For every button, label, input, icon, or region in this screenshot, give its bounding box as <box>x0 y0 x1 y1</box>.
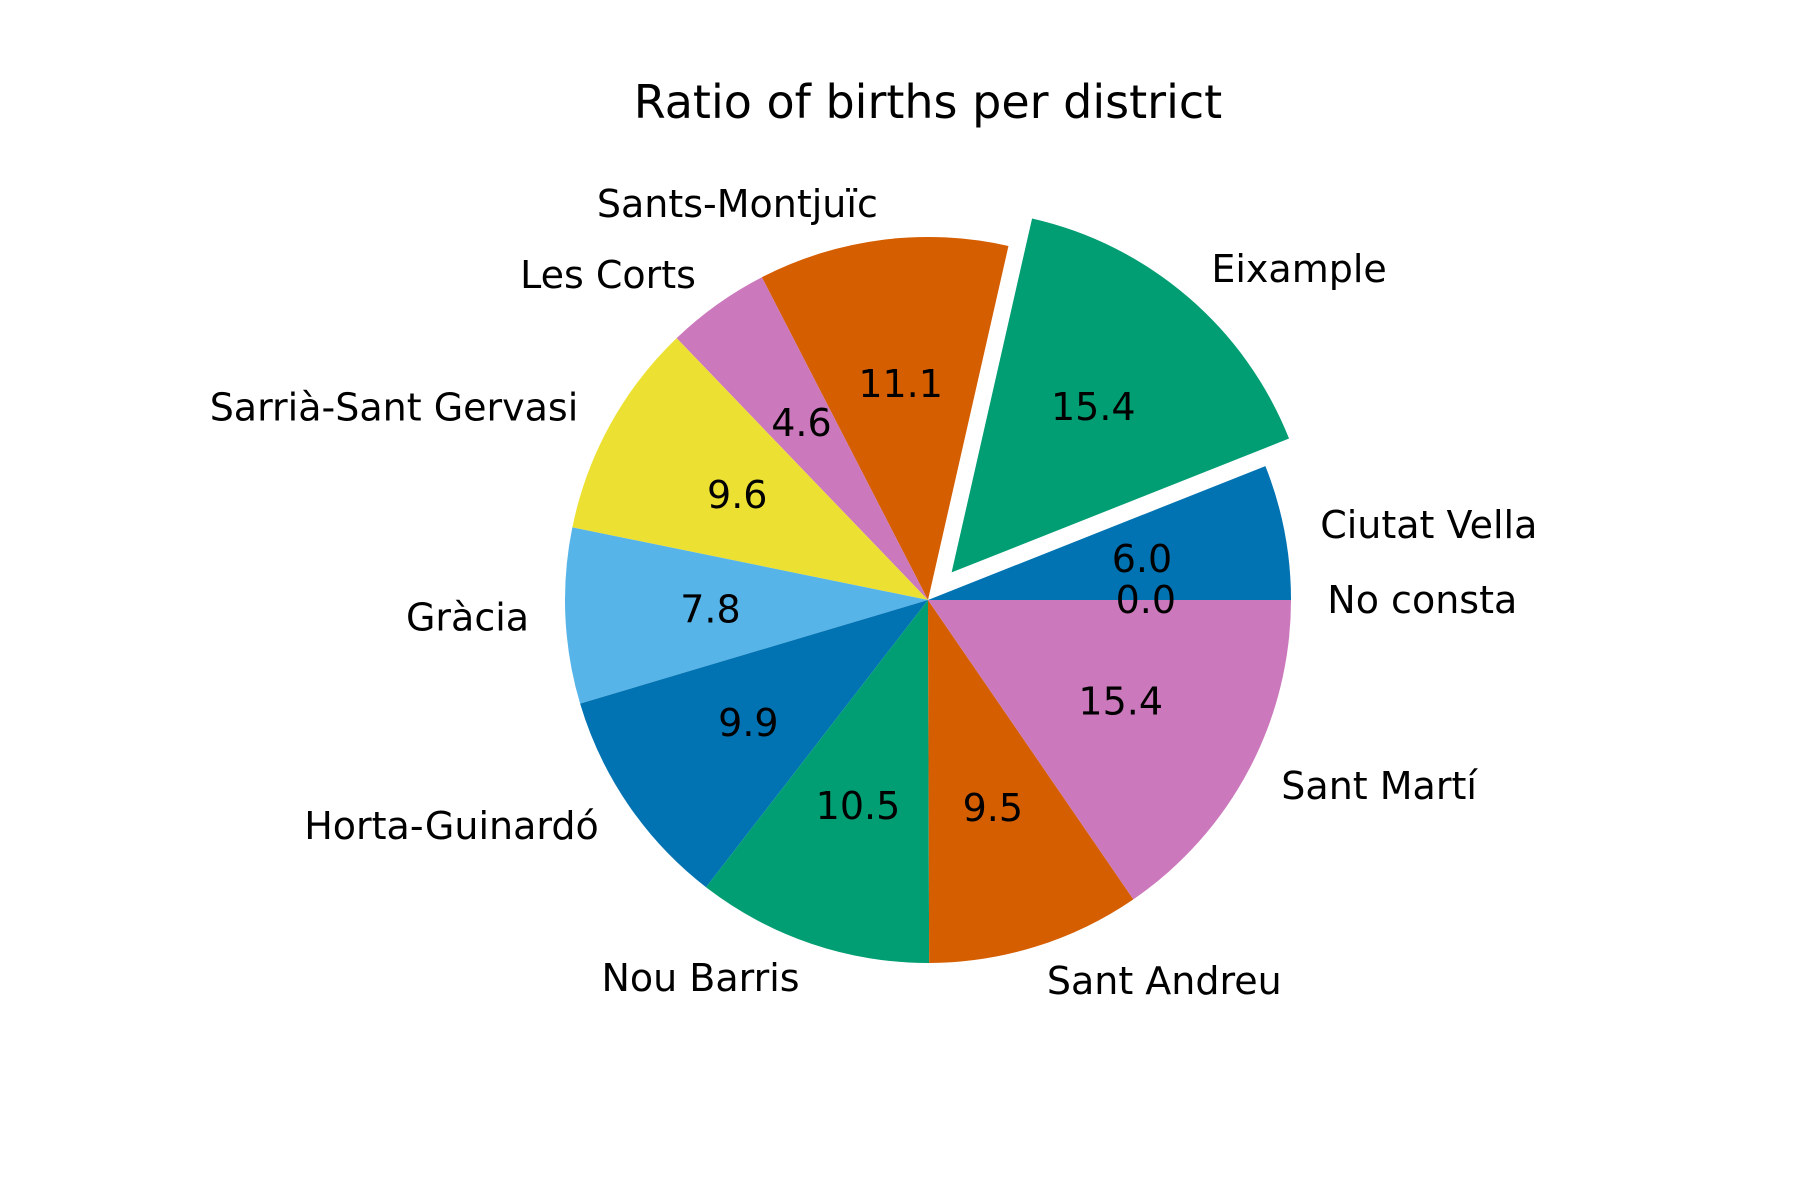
value-label-gracia: 7.8 <box>680 588 740 632</box>
label-ciutat-vella: Ciutat Vella <box>1320 503 1537 547</box>
slice-sarria-sant-gervasi <box>572 338 928 600</box>
label-sarria-sant-gervasi: Sarrià-Sant Gervasi <box>210 385 579 429</box>
label-sants-montjuic: Sants-Montjuïc <box>597 182 878 226</box>
value-label-sants-montjuic: 11.1 <box>858 362 943 406</box>
chart-title: Ratio of births per district <box>634 75 1222 129</box>
label-sant-andreu: Sant Andreu <box>1047 959 1282 1003</box>
value-label-sant-andreu: 9.5 <box>963 786 1023 830</box>
value-label-nou-barris: 10.5 <box>816 784 901 828</box>
label-nou-barris: Nou Barris <box>601 956 799 1000</box>
slice-eixample <box>951 218 1290 573</box>
value-label-sant-marti: 15.4 <box>1078 679 1163 723</box>
value-label-sarria-sant-gervasi: 9.6 <box>707 473 767 517</box>
label-horta-guinardo: Horta-Guinardó <box>304 804 599 848</box>
value-label-les-corts: 4.6 <box>771 401 831 445</box>
slice-sants-montjuic <box>761 237 1009 600</box>
slice-sant-marti <box>928 600 1291 900</box>
slice-gracia <box>565 527 928 704</box>
value-label-eixample: 15.4 <box>1051 385 1136 429</box>
slice-les-corts <box>676 277 928 600</box>
slice-sant-andreu <box>928 600 1134 963</box>
label-eixample: Eixample <box>1211 247 1386 291</box>
value-label-ciutat-vella: 6.0 <box>1112 537 1172 581</box>
value-label-no-consta: 0.0 <box>1116 578 1176 622</box>
slice-horta-guinardo <box>580 600 928 888</box>
pie-slices <box>565 218 1291 963</box>
value-label-horta-guinardo: 9.9 <box>718 701 778 745</box>
pie-labels: Ciutat Vella 6.0 Eixample 15.4 Sants-Montjuï… <box>210 182 1538 1003</box>
label-gracia: Gràcia <box>406 596 529 640</box>
slice-ciutat-vella <box>928 466 1291 600</box>
label-sant-marti: Sant Martí <box>1281 764 1478 808</box>
label-les-corts: Les Corts <box>520 253 696 297</box>
label-no-consta: No consta <box>1327 578 1517 622</box>
slice-nou-barris <box>706 600 930 963</box>
